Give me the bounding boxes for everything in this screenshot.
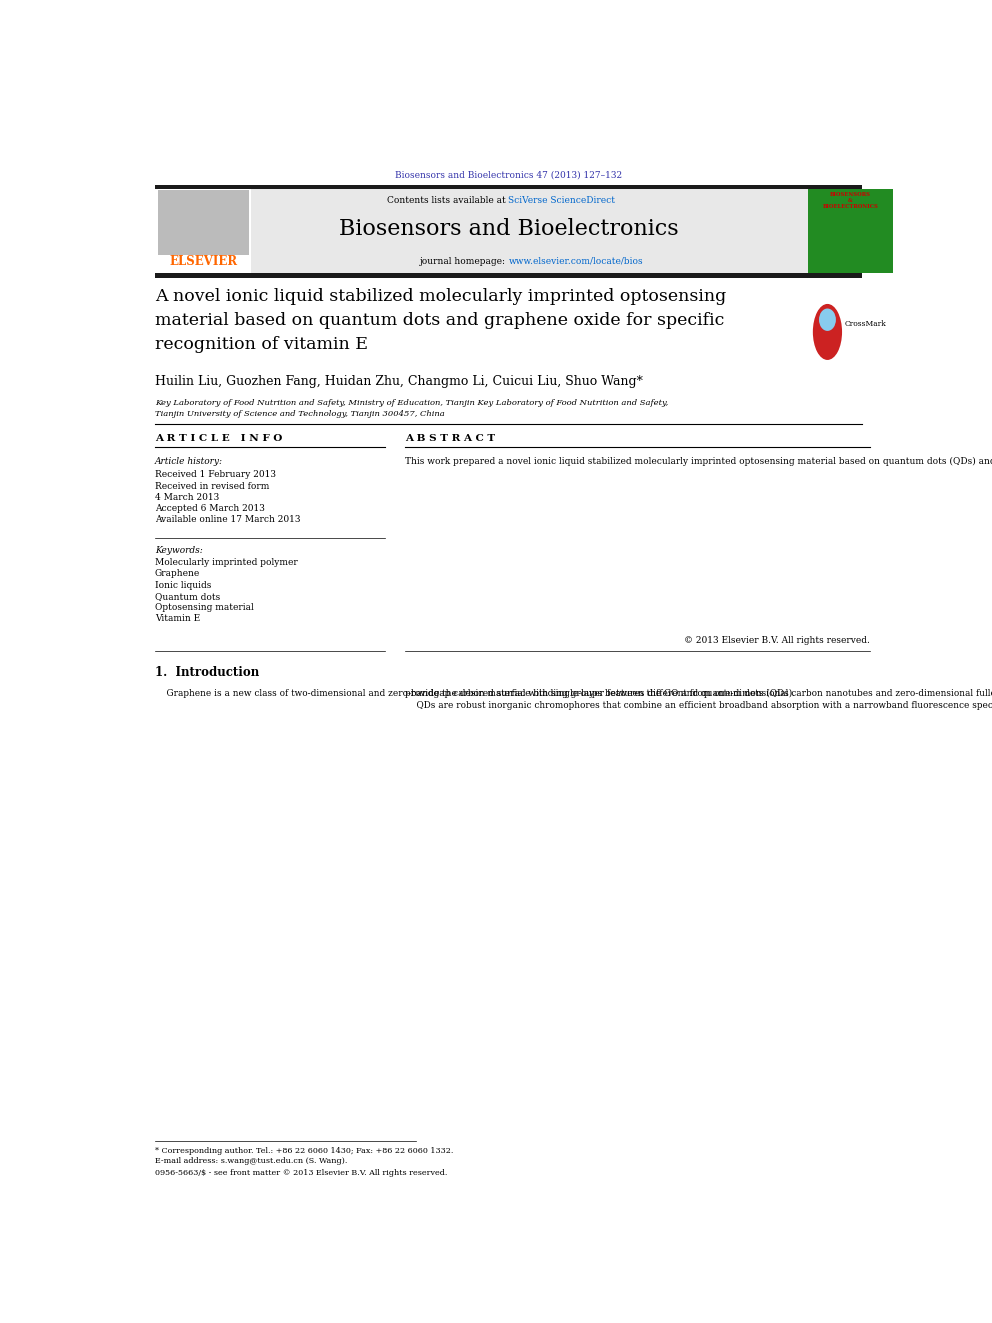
- Text: Molecularly imprinted polymer: Molecularly imprinted polymer: [155, 558, 298, 568]
- Text: 1.  Introduction: 1. Introduction: [155, 665, 259, 679]
- Text: BIOSENSORS
&
BIOELECTRONICS: BIOSENSORS & BIOELECTRONICS: [822, 192, 879, 209]
- Bar: [251, 189, 808, 273]
- Text: Contents lists available at: Contents lists available at: [387, 196, 509, 205]
- Text: Graphene: Graphene: [155, 569, 200, 578]
- Text: * Corresponding author. Tel.: +86 22 6060 1430; Fax: +86 22 6060 1332.: * Corresponding author. Tel.: +86 22 606…: [155, 1147, 453, 1155]
- Text: E-mail address: s.wang@tust.edu.cn (S. Wang).: E-mail address: s.wang@tust.edu.cn (S. W…: [155, 1158, 347, 1166]
- Text: 0956-5663/$ - see front matter © 2013 Elsevier B.V. All rights reserved.: 0956-5663/$ - see front matter © 2013 El…: [155, 1170, 447, 1177]
- Text: Received in revised form: Received in revised form: [155, 482, 269, 491]
- Text: ELSEVIER: ELSEVIER: [169, 255, 237, 267]
- Text: SciVerse ScienceDirect: SciVerse ScienceDirect: [509, 196, 615, 205]
- Ellipse shape: [819, 308, 836, 331]
- Text: Optosensing material: Optosensing material: [155, 603, 254, 613]
- Bar: [155, 185, 862, 189]
- Text: Huilin Liu, Guozhen Fang, Huidan Zhu, Changmo Li, Cuicui Liu, Shuo Wang*: Huilin Liu, Guozhen Fang, Huidan Zhu, Ch…: [155, 374, 643, 388]
- Text: A novel ionic liquid stabilized molecularly imprinted optosensing
material based: A novel ionic liquid stabilized molecula…: [155, 288, 726, 353]
- Text: Keywords:: Keywords:: [155, 546, 202, 554]
- Text: Quantum dots: Quantum dots: [155, 591, 220, 601]
- Bar: [808, 189, 893, 273]
- Text: Article history:: Article history:: [155, 458, 223, 466]
- Text: journal homepage:: journal homepage:: [420, 257, 509, 266]
- Text: Accepted 6 March 2013: Accepted 6 March 2013: [155, 504, 265, 513]
- Text: A B S T R A C T: A B S T R A C T: [405, 434, 495, 443]
- Text: Received 1 February 2013: Received 1 February 2013: [155, 471, 276, 479]
- Text: Vitamin E: Vitamin E: [155, 614, 200, 623]
- Text: provide the desired surface binding groups between the GO and quantum dots (QDs): provide the desired surface binding grou…: [405, 688, 992, 710]
- Text: Biosensors and Bioelectronics: Biosensors and Bioelectronics: [338, 218, 679, 239]
- Bar: [155, 189, 251, 273]
- Text: Graphene is a new class of two-dimensional and zero-bandgap carbon material with: Graphene is a new class of two-dimension…: [155, 688, 992, 697]
- Bar: [155, 273, 862, 278]
- Text: © 2013 Elsevier B.V. All rights reserved.: © 2013 Elsevier B.V. All rights reserved…: [683, 635, 870, 644]
- Text: CrossMark: CrossMark: [844, 320, 886, 328]
- Text: Tianjin University of Science and Technology, Tianjin 300457, China: Tianjin University of Science and Techno…: [155, 410, 444, 418]
- Text: http://dx.doi.org/10.1016/j.bios.2013.03.006: http://dx.doi.org/10.1016/j.bios.2013.03…: [155, 1180, 334, 1188]
- Ellipse shape: [812, 304, 842, 360]
- Text: Biosensors and Bioelectronics 47 (2013) 127–132: Biosensors and Bioelectronics 47 (2013) …: [395, 171, 622, 180]
- Text: www.elsevier.com/locate/bios: www.elsevier.com/locate/bios: [509, 257, 643, 266]
- Text: A R T I C L E   I N F O: A R T I C L E I N F O: [155, 434, 282, 443]
- Text: Available online 17 March 2013: Available online 17 March 2013: [155, 516, 301, 524]
- Text: 4 March 2013: 4 March 2013: [155, 493, 219, 501]
- Text: This work prepared a novel ionic liquid stabilized molecularly imprinted optosen: This work prepared a novel ionic liquid …: [405, 458, 992, 467]
- Text: Ionic liquids: Ionic liquids: [155, 581, 211, 590]
- Bar: [158, 191, 249, 254]
- Text: Key Laboratory of Food Nutrition and Safety, Ministry of Education, Tianjin Key : Key Laboratory of Food Nutrition and Saf…: [155, 400, 668, 407]
